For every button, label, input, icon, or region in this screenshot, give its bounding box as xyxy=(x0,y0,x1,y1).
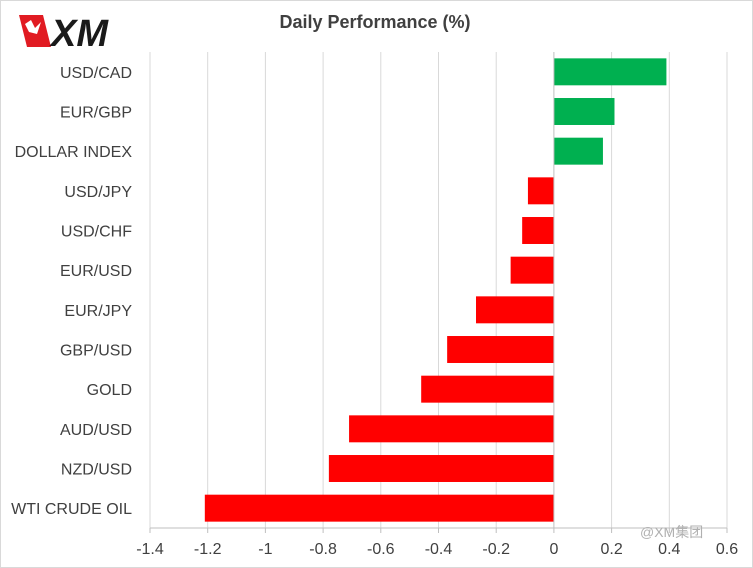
category-label: GOLD xyxy=(87,382,132,399)
bar xyxy=(553,98,615,125)
x-tick-label: -0.8 xyxy=(309,541,337,558)
category-label: EUR/USD xyxy=(60,263,132,280)
watermark: @XM集团 xyxy=(640,524,704,540)
category-label: GBP/USD xyxy=(60,343,132,360)
x-tick-label: 0.4 xyxy=(658,541,680,558)
x-tick-label: 0 xyxy=(549,541,558,558)
category-labels: USD/CAD EUR/GBP DOLLAR INDEX USD/JPY USD/CHF… xyxy=(11,65,132,518)
x-tick-labels: -1.4 -1.2 -1 -0.8 -0.6 -0.4 -0.2 0 0.2 0.4 0.6 xyxy=(136,541,738,558)
chart-title: Daily Performance (%) xyxy=(279,12,471,32)
bar xyxy=(421,375,554,403)
x-tick-label: -0.2 xyxy=(482,541,510,558)
x-tick-label: -0.4 xyxy=(425,541,453,558)
category-label: AUD/USD xyxy=(60,422,132,439)
bar xyxy=(328,455,554,482)
category-label: WTI CRUDE OIL xyxy=(11,501,132,518)
xm-logo-text: XM xyxy=(49,13,109,52)
x-tick-label: -0.6 xyxy=(367,541,395,558)
axes xyxy=(149,52,728,533)
bar xyxy=(447,336,554,363)
bar xyxy=(349,415,554,443)
x-tick-label: -1.2 xyxy=(194,541,222,558)
bar xyxy=(522,217,554,244)
bar xyxy=(527,177,554,205)
xm-logo-icon xyxy=(19,15,51,47)
bar xyxy=(510,256,554,284)
x-tick-label: -1 xyxy=(258,541,272,558)
category-label: USD/CAD xyxy=(60,65,132,82)
category-label: USD/JPY xyxy=(64,184,132,201)
category-label: EUR/JPY xyxy=(64,303,132,320)
bars xyxy=(204,58,667,522)
x-tick-label: 0.6 xyxy=(716,541,738,558)
x-tick-label: 0.2 xyxy=(600,541,622,558)
category-label: USD/CHF xyxy=(61,224,132,241)
gridlines xyxy=(149,52,728,528)
xm-logo: XM xyxy=(19,13,109,52)
bar xyxy=(553,58,667,86)
bar xyxy=(476,296,554,324)
bar xyxy=(553,137,603,165)
category-label: NZD/USD xyxy=(61,462,132,479)
category-label: DOLLAR INDEX xyxy=(15,144,133,161)
bar xyxy=(204,494,554,522)
category-label: EUR/GBP xyxy=(60,105,132,122)
x-tick-label: -1.4 xyxy=(136,541,164,558)
